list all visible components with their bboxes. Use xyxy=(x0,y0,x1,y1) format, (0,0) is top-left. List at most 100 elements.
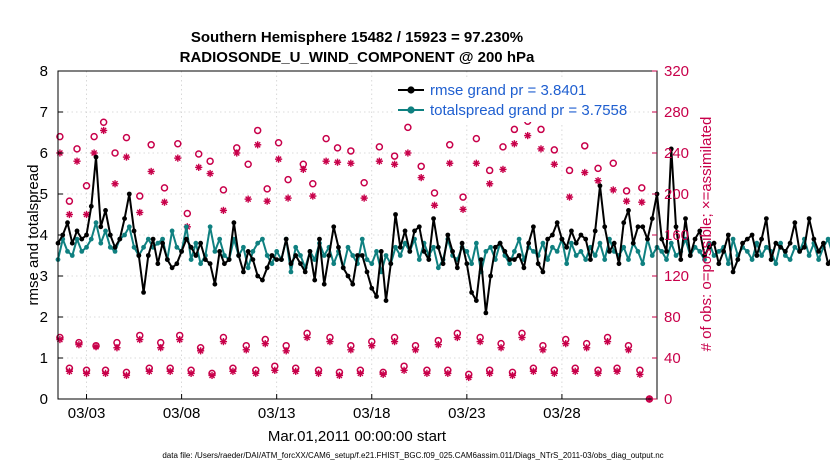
spread-point xyxy=(131,244,137,250)
obs-assimilated-upper xyxy=(90,149,98,157)
rmse-point xyxy=(545,236,551,242)
obs-assimilated-lower xyxy=(65,367,74,375)
rmse-point xyxy=(744,236,750,242)
spread-point xyxy=(393,244,398,250)
spread-point xyxy=(782,253,788,258)
rmse-point xyxy=(673,224,679,230)
obs-possible-upper xyxy=(90,132,98,141)
spread-point xyxy=(621,244,627,250)
rmse-point xyxy=(274,257,280,262)
obs-assimilated-stroke xyxy=(511,140,518,147)
rmse-point xyxy=(122,216,127,222)
obs-assimilated-lower xyxy=(208,371,216,380)
obs-possible-upper xyxy=(99,118,108,126)
obs-assimilated-stroke xyxy=(465,374,472,381)
spread-point xyxy=(530,249,536,254)
spread-point xyxy=(545,257,551,262)
rmse-point xyxy=(74,228,80,234)
obs-possible-upper xyxy=(347,147,355,155)
spread-point xyxy=(274,249,280,254)
rmse-point xyxy=(787,240,793,246)
spread-point xyxy=(397,253,403,258)
rmse-point xyxy=(198,240,204,246)
obs-possible-upper xyxy=(622,187,631,195)
spread-point xyxy=(65,249,70,254)
obs-assimilated-stroke xyxy=(220,207,227,214)
y2-tick-label: 160 xyxy=(664,227,689,244)
spread-point xyxy=(554,249,560,254)
obs-assimilated-stroke xyxy=(157,344,164,351)
obs-assimilated-stroke xyxy=(161,199,168,206)
rmse-point xyxy=(554,220,560,226)
obs-assimilated-upper xyxy=(254,141,262,149)
spread-point xyxy=(825,236,830,242)
spread-point xyxy=(597,240,603,246)
obs-assimilated-lower xyxy=(347,346,355,354)
obs-assimilated-lower xyxy=(518,333,526,342)
spread-point xyxy=(103,228,108,234)
rmse-point xyxy=(312,277,318,283)
x-tick-label: 03/18 xyxy=(353,405,391,422)
obs-assimilated-stroke xyxy=(207,170,214,177)
rmse-point xyxy=(607,249,612,254)
y-tick-label: 8 xyxy=(40,63,48,80)
rmse-point xyxy=(364,269,370,275)
obs-assimilated-lower xyxy=(271,366,279,374)
spread-point xyxy=(255,240,261,246)
rmse-point xyxy=(331,224,337,230)
obs-assimilated-stroke xyxy=(315,370,322,377)
x-tick-label: 03/03 xyxy=(68,405,106,422)
obs-assimilated-upper xyxy=(638,198,646,206)
rmse-point xyxy=(88,203,94,209)
obs-possible-upper xyxy=(472,134,481,143)
obs-assimilated-upper xyxy=(581,168,589,177)
spread-point xyxy=(250,249,256,254)
obs-assimilated-stroke xyxy=(209,372,216,379)
obs-assimilated-upper xyxy=(122,153,131,161)
obs-assimilated-stroke xyxy=(473,160,480,167)
rmse-point xyxy=(668,146,674,152)
obs-possible-upper xyxy=(445,141,454,149)
obs-assimilated-stroke xyxy=(509,372,516,379)
rmse-point xyxy=(806,216,812,222)
rmse-point xyxy=(431,216,436,222)
rmse-point xyxy=(797,249,803,254)
obs-assimilated-stroke xyxy=(486,180,493,187)
obs-possible-upper xyxy=(537,125,545,134)
spread-point xyxy=(217,236,223,242)
x-tick-label: 03/23 xyxy=(448,405,486,422)
rmse-point xyxy=(687,253,693,258)
rmse-point xyxy=(374,294,379,299)
obs-assimilated-lower xyxy=(145,367,153,375)
obs-assimilated-lower xyxy=(122,371,131,380)
obs-possible-upper xyxy=(499,143,507,151)
spread-point xyxy=(193,240,199,246)
spread-point xyxy=(207,224,213,230)
obs-assimilated-upper xyxy=(160,198,169,206)
obs-assimilated-stroke xyxy=(435,341,442,348)
obs-assimilated-lower xyxy=(583,344,591,352)
spread-point xyxy=(74,236,80,242)
spread-point xyxy=(174,244,180,250)
spread-point xyxy=(473,240,479,246)
spread-point xyxy=(668,240,674,246)
obs-assimilated-stroke xyxy=(486,370,493,377)
rmse-point xyxy=(678,257,684,262)
spread-point xyxy=(816,257,822,262)
obs-possible-upper xyxy=(65,197,74,205)
obs-assimilated-stroke xyxy=(93,343,100,350)
obs-assimilated-stroke xyxy=(233,149,240,157)
rmse-point xyxy=(706,244,712,250)
rmse-point xyxy=(711,240,717,246)
rmse-point xyxy=(573,240,579,246)
obs-assimilated-stroke xyxy=(323,158,330,165)
rmse-point xyxy=(649,216,655,222)
spread-point xyxy=(364,257,370,262)
spread-point xyxy=(730,236,736,242)
rmse-point xyxy=(169,265,175,271)
obs-assimilated-upper xyxy=(322,157,330,165)
rmse-point xyxy=(478,257,484,262)
obs-assimilated-stroke xyxy=(524,132,531,139)
rmse-point xyxy=(279,257,284,262)
chart-subtitle: RADIOSONDE_U_WIND_COMPONENT @ 200 hPa xyxy=(180,49,535,66)
